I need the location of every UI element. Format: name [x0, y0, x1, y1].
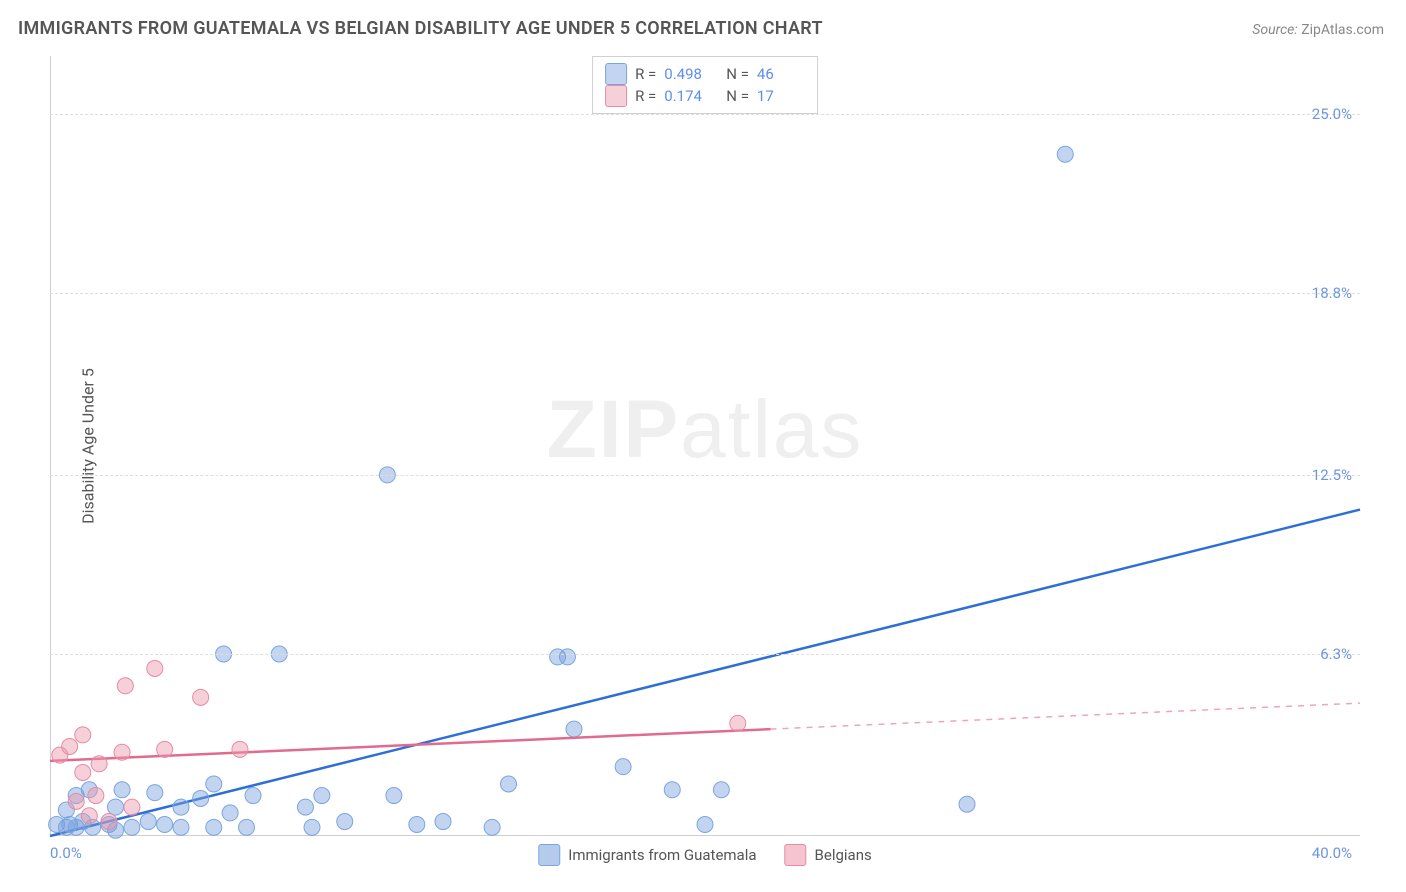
data-point — [222, 805, 238, 821]
data-point — [193, 689, 209, 705]
data-point — [245, 788, 261, 804]
legend-swatch — [605, 63, 627, 85]
data-point — [484, 819, 500, 835]
data-point — [386, 788, 402, 804]
n-value: 46 — [757, 65, 805, 83]
data-point — [615, 759, 631, 775]
data-point — [62, 738, 78, 754]
data-point — [697, 816, 713, 832]
data-point — [409, 816, 425, 832]
data-point — [88, 788, 104, 804]
data-point — [108, 799, 124, 815]
data-point — [297, 799, 313, 815]
source-label: Source: — [1252, 22, 1297, 38]
n-label: N = — [726, 65, 749, 83]
data-point — [173, 799, 189, 815]
data-point — [81, 808, 97, 824]
source-attribution: Source: ZipAtlas.com — [1252, 22, 1384, 38]
data-point — [157, 816, 173, 832]
n-label: N = — [726, 87, 749, 105]
data-point — [124, 799, 140, 815]
data-point — [730, 715, 746, 731]
data-point — [114, 744, 130, 760]
data-point — [117, 678, 133, 694]
gridline — [50, 475, 1360, 476]
data-point — [713, 782, 729, 798]
correlation-legend: R = 0.498 N = 46 R = 0.174 N = 17 — [592, 56, 818, 114]
data-point — [664, 782, 680, 798]
data-point — [559, 649, 575, 665]
data-point — [193, 790, 209, 806]
regression-line — [50, 510, 1360, 836]
data-point — [124, 819, 140, 835]
source-value: ZipAtlas.com — [1301, 22, 1384, 38]
data-point — [314, 788, 330, 804]
y-tick-label: 18.8% — [1312, 284, 1352, 302]
series-legend-item: Immigrants from Guatemala — [538, 844, 756, 866]
data-point — [566, 721, 582, 737]
x-tick-label: 40.0% — [1312, 844, 1352, 862]
y-tick-label: 25.0% — [1312, 105, 1352, 123]
data-point — [91, 756, 107, 772]
chart-title: IMMIGRANTS FROM GUATEMALA VS BELGIAN DIS… — [18, 18, 823, 39]
correlation-legend-row: R = 0.498 N = 46 — [605, 63, 805, 85]
series-legend: Immigrants from Guatemala Belgians — [538, 844, 871, 866]
data-point — [959, 796, 975, 812]
r-value: 0.174 — [664, 87, 712, 105]
y-tick-label: 12.5% — [1312, 466, 1352, 484]
plot-svg — [50, 56, 1360, 836]
data-point — [337, 814, 353, 830]
chart-area: ZIPatlas R =0.498N =46R =0.174N =17 Immi… — [50, 56, 1360, 836]
data-point — [147, 785, 163, 801]
legend-label: Belgians — [815, 846, 872, 864]
r-label: R = — [635, 87, 656, 105]
data-point — [157, 741, 173, 757]
gridline — [50, 114, 1360, 115]
x-tick-label: 0.0% — [50, 844, 82, 862]
data-point — [206, 819, 222, 835]
n-value: 17 — [757, 87, 805, 105]
data-point — [173, 819, 189, 835]
r-label: R = — [635, 65, 656, 83]
legend-label: Immigrants from Guatemala — [568, 846, 756, 864]
data-point — [206, 776, 222, 792]
data-point — [101, 814, 117, 830]
regression-line-extrapolated — [771, 703, 1361, 729]
data-point — [239, 819, 255, 835]
data-point — [232, 741, 248, 757]
data-point — [75, 764, 91, 780]
data-point — [501, 776, 517, 792]
legend-swatch — [605, 85, 627, 107]
legend-swatch — [785, 844, 807, 866]
data-point — [75, 727, 91, 743]
data-point — [147, 660, 163, 676]
data-point — [1057, 146, 1073, 162]
gridline — [50, 654, 1360, 655]
series-legend-item: Belgians — [785, 844, 872, 866]
gridline — [50, 293, 1360, 294]
data-point — [114, 782, 130, 798]
legend-swatch — [538, 844, 560, 866]
data-point — [140, 814, 156, 830]
correlation-legend-row: R = 0.174 N = 17 — [605, 85, 805, 107]
y-tick-label: 6.3% — [1320, 645, 1352, 663]
r-value: 0.498 — [664, 65, 712, 83]
data-point — [68, 793, 84, 809]
data-point — [435, 814, 451, 830]
data-point — [304, 819, 320, 835]
